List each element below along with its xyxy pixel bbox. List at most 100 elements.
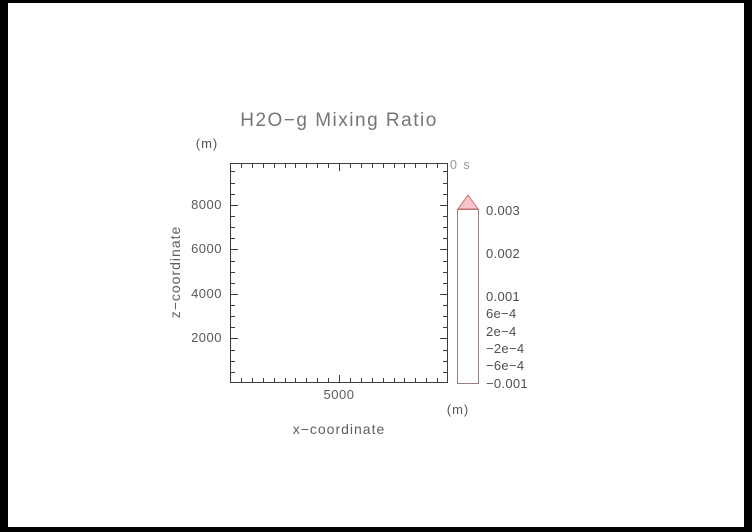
axis-tick: [240, 164, 242, 168]
page-border-top: [0, 0, 752, 3]
axis-tick: [231, 204, 238, 206]
axis-tick: [443, 327, 447, 329]
colorbar-overflow-arrow-icon: [457, 194, 479, 210]
axis-tick: [443, 260, 447, 262]
axis-tick: [443, 193, 447, 195]
axis-tick: [231, 338, 238, 340]
page-border-left: [0, 0, 8, 532]
axis-tick: [295, 164, 297, 168]
axis-tick: [295, 378, 297, 382]
axis-tick: [284, 164, 286, 168]
y-axis-label: z−coordinate: [167, 225, 183, 319]
axis-tick: [251, 164, 253, 168]
axis-tick: [262, 164, 264, 168]
x-tick-label: 5000: [323, 387, 355, 402]
timestamp-label: 0 s: [450, 158, 472, 172]
axis-tick: [317, 164, 319, 168]
axis-tick: [415, 164, 417, 168]
page-border-bottom: [0, 527, 752, 532]
axis-tick: [440, 249, 447, 251]
axis-tick: [443, 182, 447, 184]
axis-tick: [231, 227, 235, 229]
y-tick-label: 8000: [191, 196, 222, 212]
axis-tick: [443, 271, 447, 273]
axis-tick: [382, 164, 384, 168]
axis-tick: [231, 371, 235, 373]
axis-tick: [306, 164, 308, 168]
axis-tick: [231, 349, 235, 351]
axis-tick: [231, 238, 235, 240]
axis-tick: [317, 378, 319, 382]
colorbar-tick-label: 0.003: [486, 202, 521, 218]
colorbar-tick-label: 6e−4: [486, 306, 517, 322]
axis-tick: [440, 338, 447, 340]
axis-tick: [284, 378, 286, 382]
y-tick-label: 6000: [191, 241, 222, 257]
axis-tick: [393, 378, 395, 382]
axis-tick: [231, 182, 235, 184]
axis-tick: [231, 271, 235, 273]
axis-tick: [443, 371, 447, 373]
axis-tick: [273, 378, 275, 382]
axis-tick: [437, 164, 439, 168]
axis-tick: [231, 316, 235, 318]
axis-tick: [349, 164, 351, 168]
axis-tick: [426, 378, 428, 382]
axis-tick: [443, 316, 447, 318]
axis-tick: [440, 293, 447, 295]
axis-tick: [231, 215, 235, 217]
axis-tick: [371, 164, 373, 168]
axis-tick: [404, 164, 406, 168]
axis-tick: [443, 360, 447, 362]
axis-tick: [262, 378, 264, 382]
colorbar-tick-label: 2e−4: [486, 323, 517, 339]
axis-tick: [231, 249, 238, 251]
axis-tick: [231, 193, 235, 195]
axis-tick: [231, 260, 235, 262]
colorbar-tick-label: 0.002: [486, 245, 521, 261]
axis-tick: [404, 378, 406, 382]
axis-tick: [339, 164, 340, 171]
plot-area: [230, 163, 448, 383]
colorbar-tick-label: −2e−4: [486, 340, 525, 356]
axis-tick: [306, 378, 308, 382]
colorbar-tick-label: −0.001: [486, 375, 528, 391]
axis-tick: [443, 305, 447, 307]
axis-tick: [443, 349, 447, 351]
axis-tick: [240, 378, 242, 382]
axis-tick: [443, 227, 447, 229]
axis-tick: [231, 305, 235, 307]
axis-tick: [349, 378, 351, 382]
axis-tick: [231, 171, 235, 173]
axis-tick: [231, 293, 238, 295]
axis-tick: [443, 215, 447, 217]
axis-tick: [443, 238, 447, 240]
axis-tick: [443, 282, 447, 284]
axis-tick: [371, 378, 373, 382]
axis-tick: [339, 375, 340, 382]
axis-tick: [443, 171, 447, 173]
axis-tick: [440, 204, 447, 206]
colorbar-tick-label: −6e−4: [486, 358, 525, 374]
y-tick-label: 2000: [191, 330, 222, 346]
axis-tick: [231, 360, 235, 362]
x-axis-unit-label: (m): [446, 402, 470, 417]
axis-tick: [360, 164, 362, 168]
axis-tick: [415, 378, 417, 382]
page-border-right: [744, 0, 752, 532]
colorbar-tick-label: 0.001: [486, 289, 521, 304]
plot-title: H2O−g Mixing Ratio: [240, 110, 438, 131]
axis-tick: [426, 164, 428, 168]
y-tick-label: 4000: [191, 285, 222, 301]
axis-tick: [273, 164, 275, 168]
axis-tick: [231, 327, 235, 329]
axis-tick: [231, 282, 235, 284]
axis-tick: [328, 164, 330, 168]
y-axis-unit-label: (m): [195, 136, 219, 151]
axis-tick: [437, 378, 439, 382]
axis-tick: [382, 378, 384, 382]
axis-tick: [251, 378, 253, 382]
axis-tick: [393, 164, 395, 168]
x-axis-label: x−coordinate: [292, 421, 386, 437]
